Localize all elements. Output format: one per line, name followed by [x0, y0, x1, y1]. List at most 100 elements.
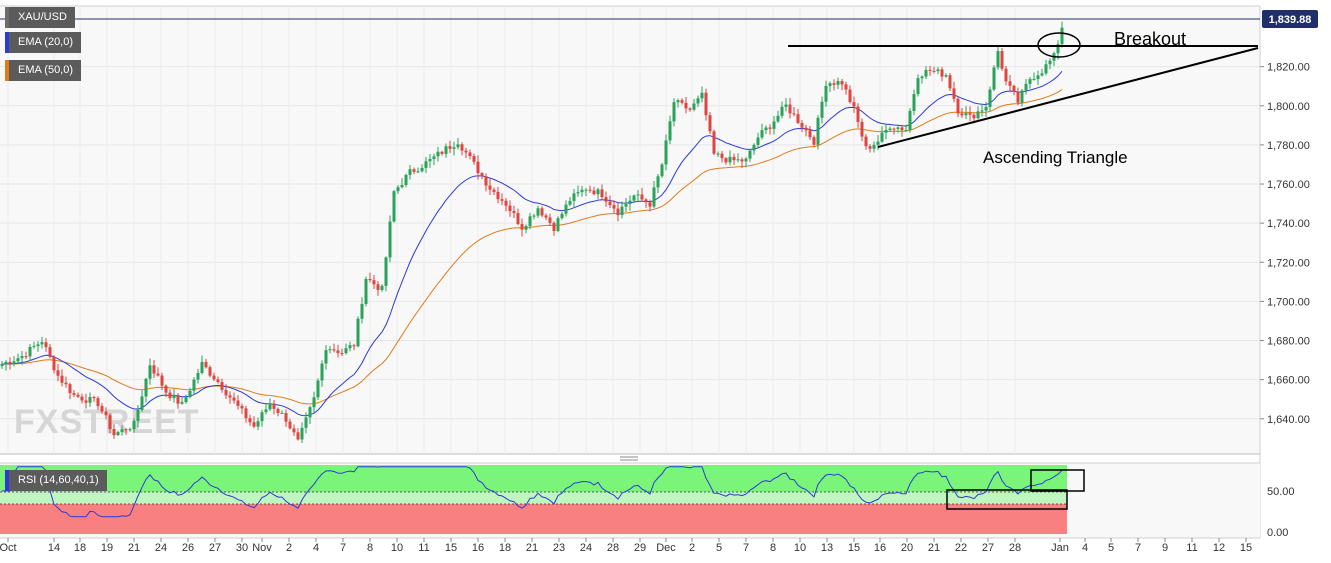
price-tick-label: 1,780.00	[1267, 140, 1310, 152]
time-tick-label: Jan	[1051, 542, 1069, 554]
candle-body	[924, 69, 928, 77]
candle-body	[524, 226, 528, 230]
candle-body	[996, 51, 1000, 68]
candle-body	[332, 349, 336, 351]
candle-body	[604, 197, 608, 202]
candle-body	[72, 393, 76, 395]
candle-body	[528, 216, 532, 227]
candle-body	[304, 417, 308, 428]
candle-body	[944, 75, 948, 77]
candle-body	[964, 113, 968, 116]
candle-body	[488, 185, 492, 190]
candle-body	[1000, 51, 1004, 69]
time-tick-label: 5	[1108, 542, 1114, 554]
candle-body	[276, 408, 280, 414]
candle-body	[96, 398, 100, 407]
candle-body	[56, 370, 60, 376]
candle-body	[312, 397, 316, 408]
candle-body	[628, 200, 632, 205]
candle-body	[700, 92, 704, 99]
candle-body	[412, 169, 416, 172]
candle-body	[84, 400, 88, 403]
rsi-oversold-zone	[0, 504, 1067, 534]
candle-body	[512, 211, 516, 214]
candle-body	[736, 159, 740, 161]
candle-body	[592, 190, 596, 195]
ema50-swatch	[5, 60, 9, 81]
candle-body	[536, 208, 540, 216]
candle-body	[120, 429, 124, 433]
candle-body	[148, 365, 152, 379]
time-tick-label: 9	[1162, 542, 1168, 554]
candle-body	[60, 375, 64, 383]
price-tick-label: 1,760.00	[1267, 179, 1310, 191]
candle-body	[896, 127, 900, 129]
time-tick-label: 24	[155, 542, 167, 554]
candle-body	[48, 347, 52, 357]
candle-body	[212, 375, 216, 380]
time-tick-label: 14	[48, 542, 60, 554]
time-tick-label: 28	[607, 542, 619, 554]
candle-body	[460, 144, 464, 151]
price-tick-label: 1,740.00	[1267, 218, 1310, 230]
candle-body	[876, 141, 880, 145]
candle-body	[1008, 81, 1012, 86]
candle-body	[508, 205, 512, 212]
candle-body	[772, 121, 776, 129]
candle-body	[176, 394, 180, 404]
candle-body	[768, 127, 772, 129]
time-tick-label: 11	[1186, 542, 1197, 554]
time-tick-label: 7	[1135, 542, 1141, 554]
time-tick-label: 7	[340, 542, 346, 554]
candle-body	[16, 358, 20, 362]
candle-body	[112, 429, 116, 436]
pane-splitter-handle[interactable]	[620, 456, 638, 461]
time-tick-label: 10	[391, 542, 403, 554]
ema50-legend[interactable]: EMA (50,0)	[5, 60, 82, 81]
time-tick-label: 7	[743, 542, 749, 554]
candle-body	[368, 279, 372, 281]
candle-body	[644, 199, 648, 203]
candle-body	[492, 189, 496, 192]
candle-body	[128, 429, 132, 431]
candle-body	[824, 85, 828, 102]
breakout-circle	[1037, 32, 1081, 58]
candle-body	[900, 127, 904, 131]
candle-body	[532, 215, 536, 217]
candle-body	[104, 411, 108, 416]
candle-body	[1024, 83, 1028, 91]
candle-body	[80, 396, 84, 401]
time-tick-label: 5	[716, 542, 722, 554]
candle-body	[220, 382, 224, 390]
price-tick-label: 1,700.00	[1267, 296, 1310, 308]
candle-body	[1020, 90, 1024, 103]
rsi-legend[interactable]: RSI (14,60,40,1)	[5, 470, 107, 491]
candle-body	[244, 408, 248, 419]
candle-body	[164, 385, 168, 393]
candle-body	[12, 361, 16, 364]
candle-body	[544, 215, 548, 218]
candle-body	[204, 361, 208, 368]
candle-body	[248, 418, 252, 423]
ema20-legend[interactable]: EMA (20,0)	[5, 32, 82, 53]
candle-body	[684, 102, 688, 109]
candle-body	[936, 69, 940, 72]
candle-body	[484, 176, 488, 186]
candle-body	[504, 200, 508, 206]
candle-body	[232, 397, 236, 401]
candle-body	[64, 382, 68, 385]
candle-body	[912, 94, 916, 111]
candle-body	[384, 257, 388, 286]
candle-body	[920, 76, 924, 79]
time-tick-label: 26	[182, 542, 194, 554]
candle-body	[8, 361, 12, 364]
candle-body	[828, 83, 832, 86]
candle-body	[672, 102, 676, 122]
rsi-breakout-box	[1030, 469, 1085, 492]
rsi-overbought-zone	[0, 465, 1067, 492]
symbol-legend[interactable]: XAU/USD	[5, 7, 75, 28]
candle-body	[808, 130, 812, 138]
candle-body	[92, 397, 96, 399]
candle-body	[416, 171, 420, 173]
candle-body	[436, 151, 440, 157]
